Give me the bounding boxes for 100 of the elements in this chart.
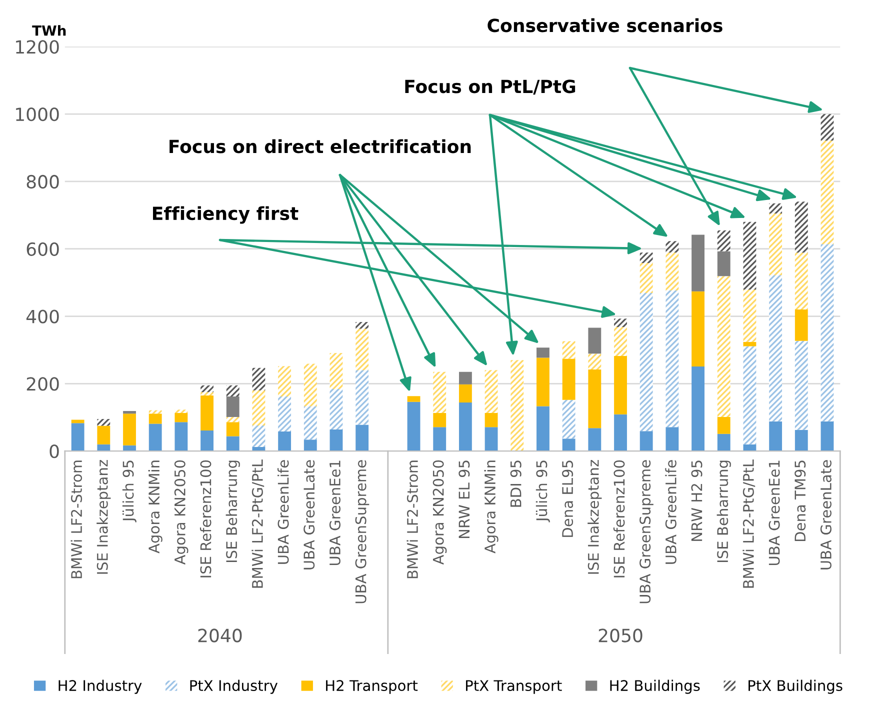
bar [536,406,550,452]
text: 2050 [598,628,642,642]
y-axis-title: TWh [32,25,66,36]
bar [536,358,550,406]
x-tick-label: ISE Beharrung [716,460,731,562]
bar [820,244,834,422]
bar [226,396,240,418]
bar [794,252,808,310]
x-tick-label: ISE Inakzeptanz [588,460,602,574]
x-tick-label: BDI 95 [510,460,522,507]
bar [407,402,420,452]
x-tick-label: NRW EL 95 [458,460,470,538]
bar [200,430,214,452]
x-tick-label: Dena EL95 [562,460,574,537]
bar [640,431,653,452]
bar [304,364,317,406]
bar [666,290,679,428]
x-tick-label: BMWi LF2-PtG/PtL [252,459,264,588]
bar [536,348,550,358]
bar [330,389,343,430]
bar [588,328,602,354]
x-tick-label: ISE Referenz100 [200,460,212,578]
bar [278,432,292,452]
bar [588,370,602,428]
bar [614,327,627,356]
x-tick-label: Jülich 95 [536,460,550,522]
x-tick-label: ISE Inakzeptanz [96,460,111,574]
bar [588,428,602,452]
x-tick-label: NRW H2 95 [691,460,702,541]
bar [174,410,188,413]
bar [743,222,756,290]
x-tick-label: BMWi LF2-Strom [70,460,82,578]
bar [226,385,240,396]
bar [614,356,627,414]
x-tick-label: Jülich 95 [122,460,136,522]
x-tick-label: UBA GreenEe1 [768,460,780,566]
bar [562,358,576,400]
bar [123,410,136,414]
x-tick-label: UBA GreenSupreme [640,460,654,604]
bar [769,275,782,422]
bar [174,412,188,422]
x-tick-label: UBA GreenLate [820,460,832,570]
bar [458,384,472,403]
bar [71,420,84,424]
bar [458,372,472,384]
bar [330,430,343,452]
bar [692,234,704,292]
bar [692,291,704,366]
bar [148,414,162,424]
y-tick-label: 400 [26,310,59,324]
bar [614,414,627,452]
bar [820,421,834,452]
bar [562,341,576,359]
bar [97,444,110,452]
bar [252,425,266,448]
text: Conservative scenarios [488,18,722,32]
x-tick-label: UBA GreenLate [304,460,315,570]
y-tick-label: 600 [26,242,59,256]
annotation: Focus on PtL/PtG [405,80,576,95]
bar [666,252,679,290]
bar [484,370,498,413]
x-tick-label: ISE Beharrung [226,460,240,562]
bar [226,422,240,436]
bar [717,230,730,252]
x-tick-label: UBA GreenSupreme [355,460,370,604]
y-tick-label: 800 [26,174,59,189]
x-tick-label: UBA GreenLife [665,460,676,564]
x-tick-label: Agora KNMin [484,460,498,554]
bar [433,427,446,452]
x-tick-label: BMWi LF2-PtG/PtL [742,459,756,588]
bar [226,417,240,422]
bar [794,430,808,452]
bar [794,310,808,341]
y-tick-label: 1200 [16,40,59,54]
bar [562,400,576,439]
x-tick-label: Dena TM95 [794,460,806,542]
x-tick-label: Agora KNMin [148,460,162,554]
bar [278,396,292,432]
bar [820,140,834,244]
bar [820,114,834,141]
bar [356,328,369,370]
bar [640,252,653,264]
bar [148,410,162,414]
bar [407,396,420,402]
legend-label: PtX Transport [466,680,562,694]
bar [304,406,317,440]
bar [717,417,730,434]
bar [562,438,576,452]
bar [769,421,782,452]
bar [200,385,214,392]
bar [743,290,756,342]
legend-label: H2 Industry [58,680,142,694]
bar [71,423,84,452]
x-tick-label: ISE Referenz100 [613,460,625,578]
bar [330,353,343,390]
bar [666,241,679,253]
bar [743,346,756,444]
bar [148,424,162,452]
bar [278,366,292,396]
x-tick-label: UBA GreenEe1 [329,460,340,566]
